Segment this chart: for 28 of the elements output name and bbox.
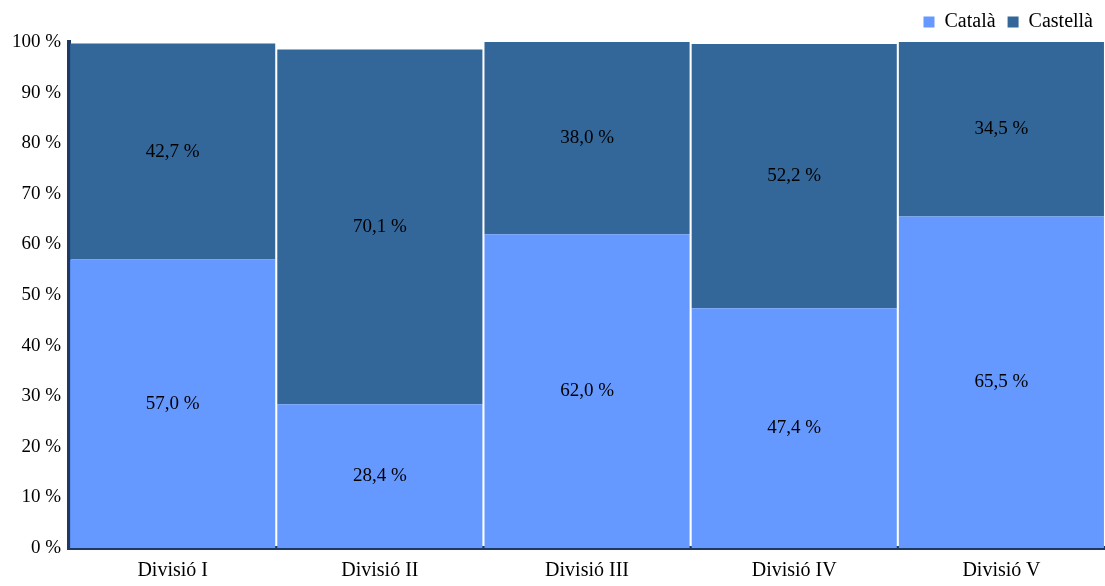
- legend-label: Català: [944, 9, 996, 32]
- data-label: 70,1 %: [352, 214, 407, 236]
- x-tick-label: Divisió V: [962, 558, 1041, 581]
- y-tick-label: 20 %: [21, 434, 62, 456]
- y-tick-label: 70 %: [21, 181, 62, 203]
- data-label: 38,0 %: [560, 126, 615, 148]
- x-tick-label: Divisió III: [545, 558, 629, 581]
- data-label: 28,4 %: [352, 464, 407, 486]
- y-tick-label: 10 %: [21, 485, 62, 507]
- data-label: 34,5 %: [974, 117, 1029, 139]
- data-label: 52,2 %: [767, 164, 822, 186]
- y-tick-label: 50 %: [21, 282, 62, 304]
- y-tick-label: 80 %: [21, 131, 62, 153]
- data-label: 42,7 %: [145, 139, 200, 161]
- data-label: 65,5 %: [974, 370, 1029, 392]
- x-tick-label: Divisió II: [341, 558, 419, 581]
- data-label: 57,0 %: [145, 391, 200, 413]
- y-tick-label: 60 %: [21, 232, 62, 254]
- y-tick-label: 100 %: [12, 29, 62, 51]
- y-tick-label: 90 %: [21, 80, 62, 102]
- y-tick-label: 0 %: [31, 535, 62, 557]
- x-tick-label: Divisió IV: [751, 558, 838, 581]
- y-tick-label: 30 %: [21, 384, 62, 406]
- legend-label: Castellà: [1028, 9, 1094, 32]
- data-label: 62,0 %: [560, 379, 615, 401]
- x-tick-label: Divisió I: [137, 558, 208, 581]
- y-tick-label: 40 %: [21, 333, 62, 355]
- data-label: 47,4 %: [767, 416, 822, 438]
